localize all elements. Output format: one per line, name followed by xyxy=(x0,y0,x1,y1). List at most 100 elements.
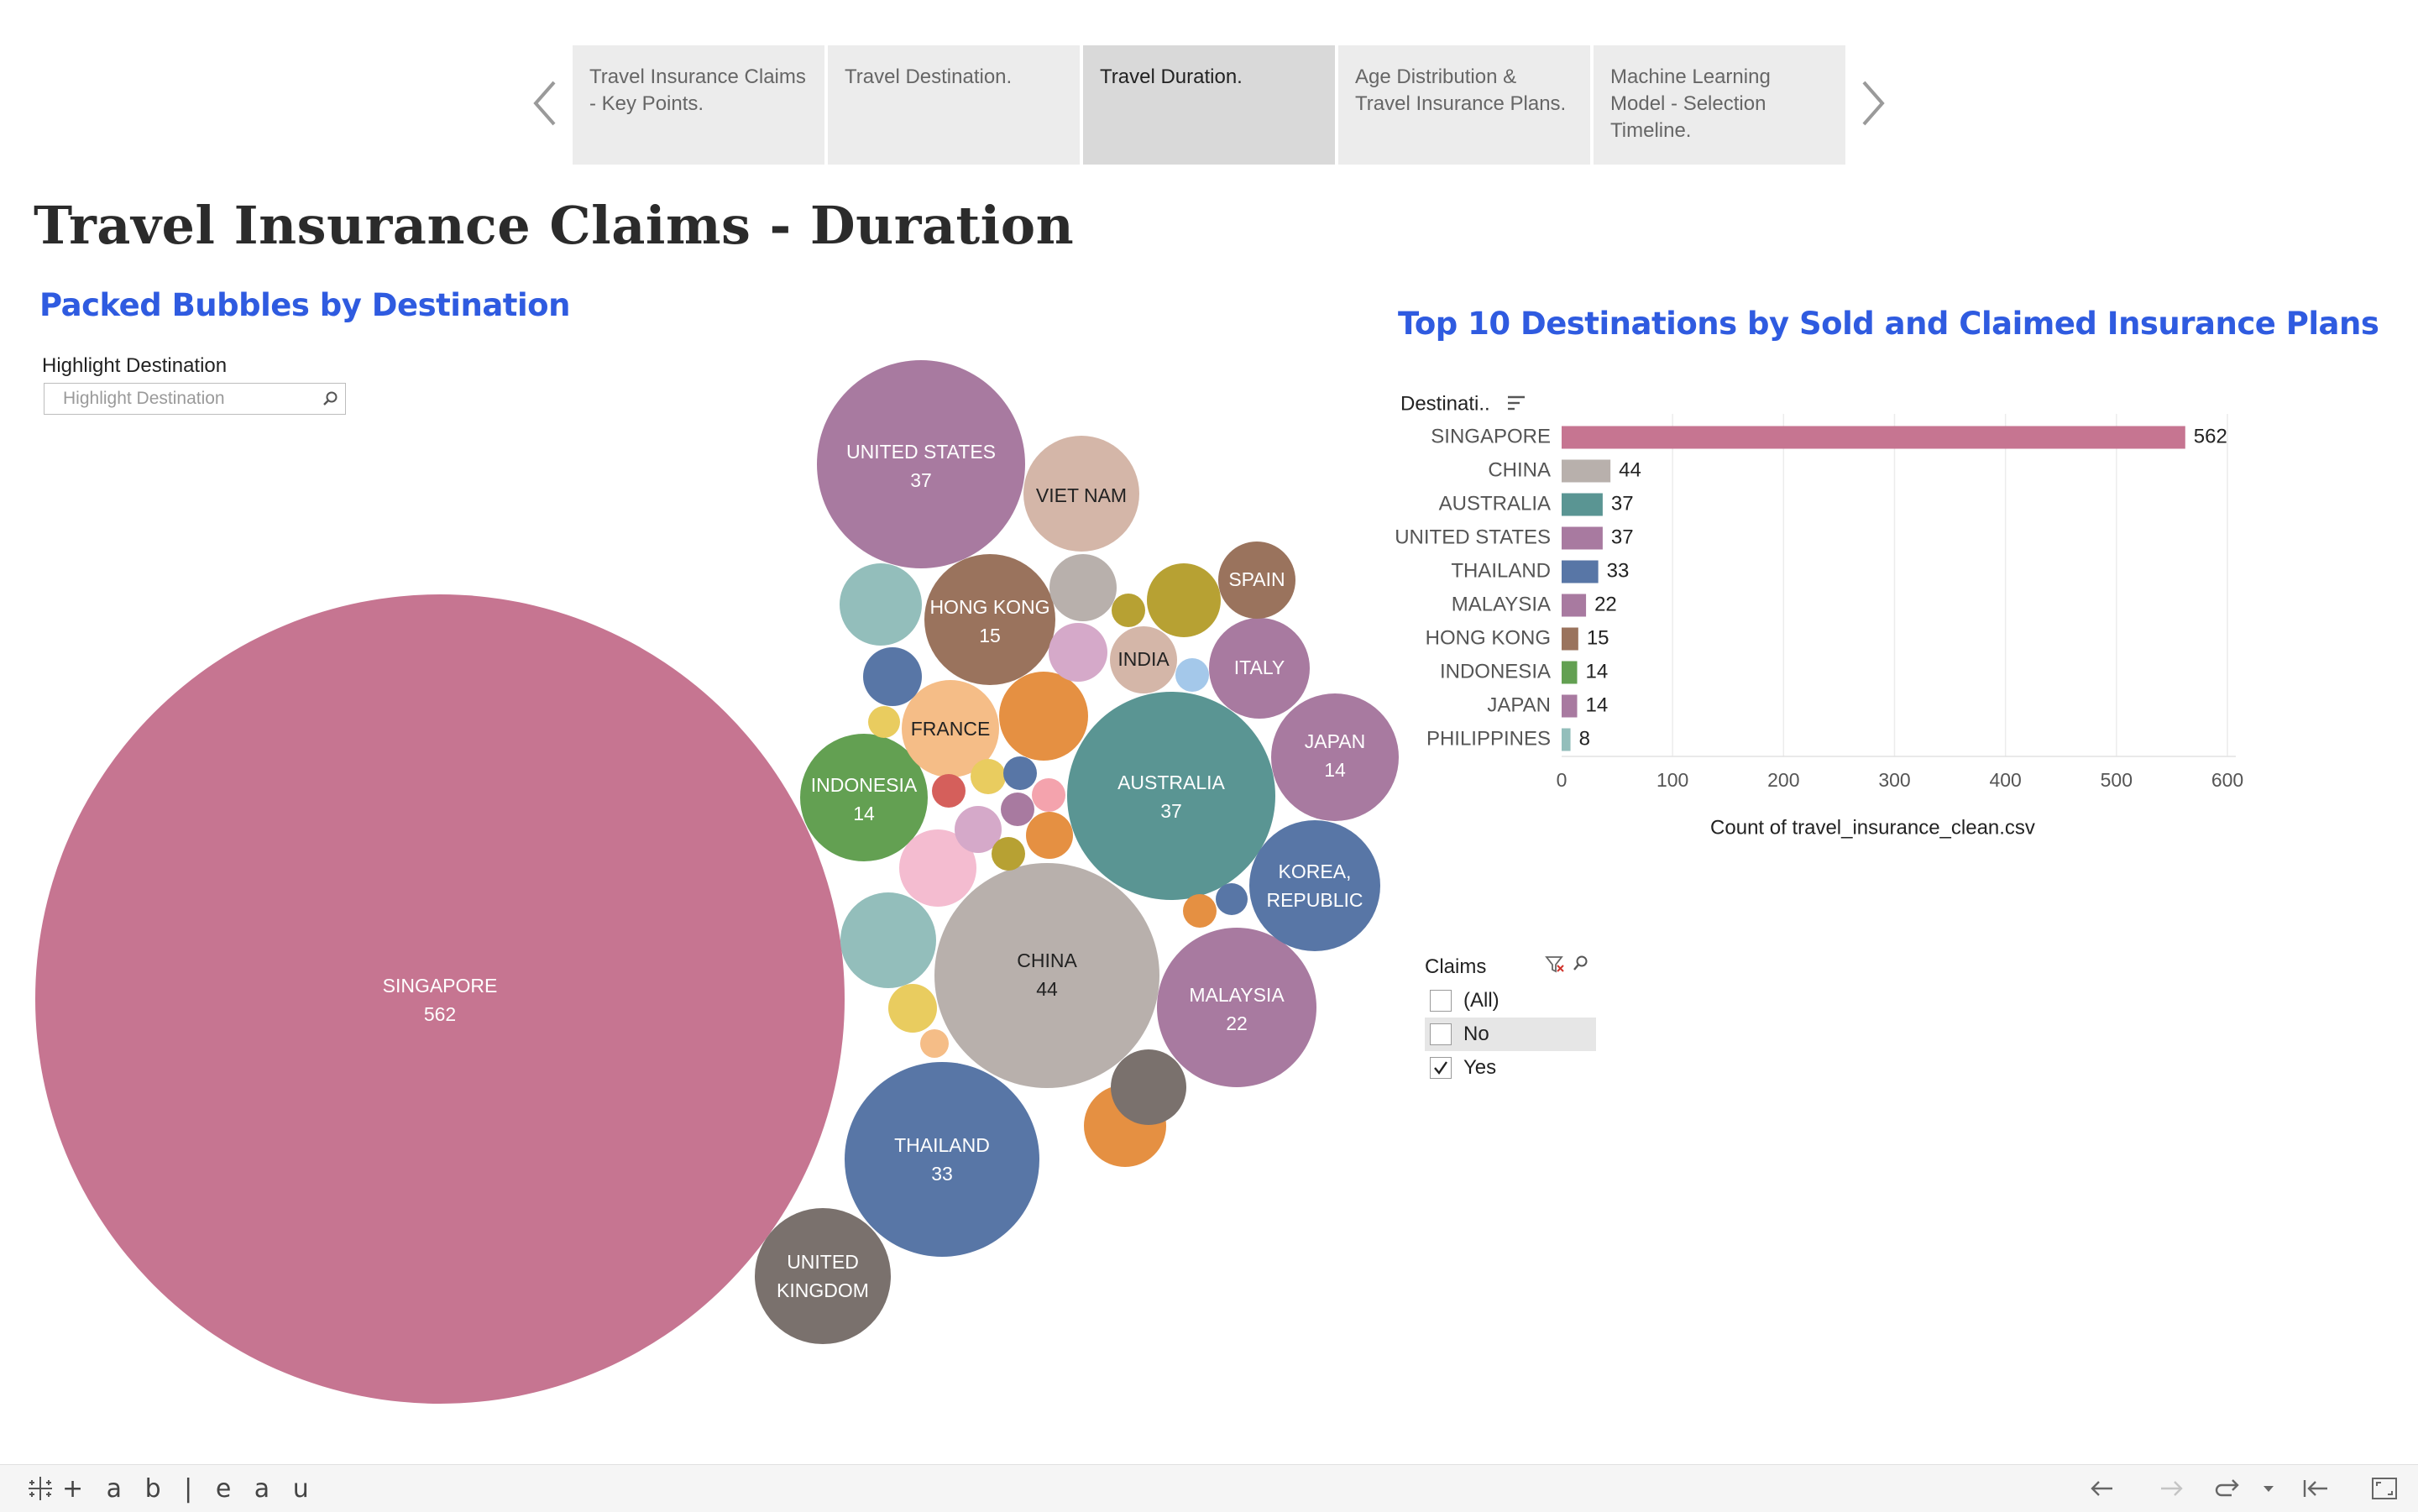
bubble-other[interactable] xyxy=(932,774,966,808)
search-icon[interactable] xyxy=(1573,955,1588,971)
bar-singapore[interactable] xyxy=(1562,426,2185,449)
checkbox-unchecked[interactable] xyxy=(1430,1023,1452,1045)
bubble-value-label: 22 xyxy=(1226,1012,1248,1034)
story-point-label: Travel Duration. xyxy=(1100,65,1243,88)
tableau-logo[interactable]: + a b | e a u xyxy=(25,1473,317,1504)
bubble-india[interactable] xyxy=(1110,626,1177,693)
bubble-other[interactable] xyxy=(1111,1049,1186,1125)
claims-option-label: No xyxy=(1463,1023,1489,1045)
bar-value-label: 14 xyxy=(1586,660,1609,683)
bar-thailand[interactable] xyxy=(1562,560,1599,583)
bubble-value-label: 15 xyxy=(979,625,1001,646)
packed-bubble-chart: SINGAPORE 562 CHINA 44 AUSTRALIA 37 UNITED STA… xyxy=(35,360,1399,1404)
bubble-singapore[interactable] xyxy=(35,594,845,1404)
bubble-malaysia[interactable] xyxy=(1157,928,1316,1087)
bubble-other[interactable] xyxy=(955,806,1002,853)
bar-japan[interactable] xyxy=(1562,694,1578,718)
checkbox-unchecked[interactable] xyxy=(1430,990,1452,1012)
bubble-other[interactable] xyxy=(1112,594,1145,627)
highlight-destination-input[interactable] xyxy=(44,384,313,414)
search-icon[interactable] xyxy=(322,390,338,407)
bubble-other[interactable] xyxy=(888,984,937,1033)
bubble-other[interactable] xyxy=(1032,778,1065,812)
fullscreen-button[interactable] xyxy=(2369,1475,2400,1502)
bubble-other[interactable] xyxy=(840,563,922,646)
story-point-age-distribution[interactable]: Age Distribution & Travel Insurance Plan… xyxy=(1338,45,1590,165)
story-point-label: Machine Learning Model - Selection Timel… xyxy=(1610,65,1771,142)
bubble-other[interactable] xyxy=(1049,623,1107,682)
redo-button[interactable] xyxy=(2156,1475,2186,1502)
story-point-key-points[interactable]: Travel Insurance Claims - Key Points. xyxy=(573,45,824,165)
bubble-other[interactable] xyxy=(1003,756,1037,790)
bar-value-label: 44 xyxy=(1619,458,1641,481)
revert-dropdown-button[interactable] xyxy=(2258,1475,2279,1502)
bar-category-label: AUSTRALIA xyxy=(1439,492,1551,515)
bubble-other[interactable] xyxy=(1175,658,1209,692)
bubble-korea-republic[interactable] xyxy=(1249,820,1380,951)
bubble-other[interactable] xyxy=(899,829,976,907)
bubble-france[interactable] xyxy=(902,680,999,777)
sort-icon[interactable] xyxy=(1508,395,1525,411)
story-point-duration[interactable]: Travel Duration. xyxy=(1083,45,1335,165)
bar-hong-kong[interactable] xyxy=(1562,627,1578,651)
claims-option-all[interactable]: (All) xyxy=(1425,984,1596,1018)
undo-button[interactable] xyxy=(2087,1475,2117,1502)
bubble-value-label: 33 xyxy=(931,1163,953,1185)
next-story-point-button[interactable] xyxy=(1847,74,1897,133)
revert-button[interactable] xyxy=(2213,1475,2243,1502)
bubble-other[interactable] xyxy=(868,706,900,738)
bubble-united-states[interactable] xyxy=(817,360,1025,568)
bubble-italy[interactable] xyxy=(1209,618,1310,719)
bar-value-label: 37 xyxy=(1611,492,1634,515)
story-point-ml-model[interactable]: Machine Learning Model - Selection Timel… xyxy=(1594,45,1845,165)
bubble-value-label: 562 xyxy=(424,1003,456,1025)
bubble-value-label: 14 xyxy=(853,803,875,824)
reset-view-button[interactable] xyxy=(2300,1475,2331,1502)
bar-philippines[interactable] xyxy=(1562,728,1571,751)
bar-value-label: 14 xyxy=(1586,693,1609,716)
first-page-icon xyxy=(2303,1480,2327,1497)
bubble-other[interactable] xyxy=(1049,554,1117,621)
fullscreen-icon xyxy=(2372,1478,2397,1499)
bubble-spain[interactable] xyxy=(1218,541,1295,619)
checkbox-checked[interactable] xyxy=(1430,1057,1452,1079)
bubble-thailand[interactable] xyxy=(845,1062,1039,1257)
bubble-other[interactable] xyxy=(971,759,1006,794)
claims-option-no[interactable]: No xyxy=(1425,1018,1596,1051)
clear-filter-icon[interactable] xyxy=(1545,956,1564,973)
bubble-other[interactable] xyxy=(1001,793,1034,826)
bubble-japan[interactable] xyxy=(1271,693,1399,821)
arrow-left-icon xyxy=(2091,1481,2112,1496)
bubble-other[interactable] xyxy=(1147,563,1221,637)
bubble-australia[interactable] xyxy=(1067,692,1275,900)
bar-malaysia[interactable] xyxy=(1562,594,1587,617)
bar-china[interactable] xyxy=(1562,459,1611,483)
bubble-other[interactable] xyxy=(920,1029,949,1058)
bubble-label: ITALY xyxy=(1234,657,1285,678)
bubble-other[interactable] xyxy=(1183,894,1217,928)
bubble-viet-nam[interactable] xyxy=(1023,436,1139,552)
claims-option-yes[interactable]: Yes xyxy=(1425,1051,1596,1085)
bar-indonesia[interactable] xyxy=(1562,661,1578,684)
bar-australia[interactable] xyxy=(1562,493,1603,516)
caret-down-icon xyxy=(2264,1486,2274,1492)
bubble-label: JAPAN xyxy=(1305,730,1365,752)
bubble-other[interactable] xyxy=(863,647,922,706)
story-point-destination[interactable]: Travel Destination. xyxy=(828,45,1080,165)
bubble-other[interactable] xyxy=(840,892,936,988)
bubble-hong-kong[interactable] xyxy=(924,554,1055,685)
bubble-other[interactable] xyxy=(1026,812,1073,859)
bar-category-label: PHILIPPINES xyxy=(1426,727,1551,750)
previous-story-point-button[interactable] xyxy=(521,74,571,133)
chevron-left-icon xyxy=(533,81,556,126)
bubble-other[interactable] xyxy=(992,837,1025,871)
bubble-value-label: 44 xyxy=(1036,978,1058,1000)
bubble-indonesia[interactable] xyxy=(800,734,928,861)
bubble-value-label: 14 xyxy=(1324,759,1346,781)
bubble-united-kingdom[interactable] xyxy=(755,1208,891,1344)
bubble-label: AUSTRALIA xyxy=(1117,772,1225,793)
bubble-china[interactable] xyxy=(934,863,1159,1088)
bubble-other[interactable] xyxy=(1216,883,1248,915)
bar-united-states[interactable] xyxy=(1562,526,1603,550)
bubble-other[interactable] xyxy=(999,672,1088,761)
